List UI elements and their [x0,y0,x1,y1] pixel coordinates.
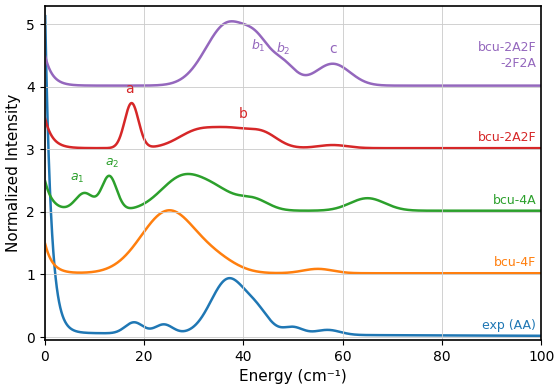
X-axis label: Energy (cm⁻¹): Energy (cm⁻¹) [239,369,347,385]
Text: bcu-4F: bcu-4F [494,257,536,269]
Text: $a_1$: $a_1$ [70,172,84,185]
Text: bcu-4A: bcu-4A [493,194,536,207]
Text: b: b [239,106,248,121]
Text: bcu-2A2F: bcu-2A2F [478,131,536,144]
Text: exp (AA): exp (AA) [482,319,536,332]
Y-axis label: Normalized Intensity: Normalized Intensity [6,94,21,252]
Text: bcu-2A2F
-2F2A: bcu-2A2F -2F2A [478,41,536,70]
Text: $b_1$: $b_1$ [251,37,265,54]
Text: a: a [125,82,133,96]
Text: $b_2$: $b_2$ [276,41,290,57]
Text: $a_2$: $a_2$ [105,157,119,170]
Text: c: c [329,42,337,56]
